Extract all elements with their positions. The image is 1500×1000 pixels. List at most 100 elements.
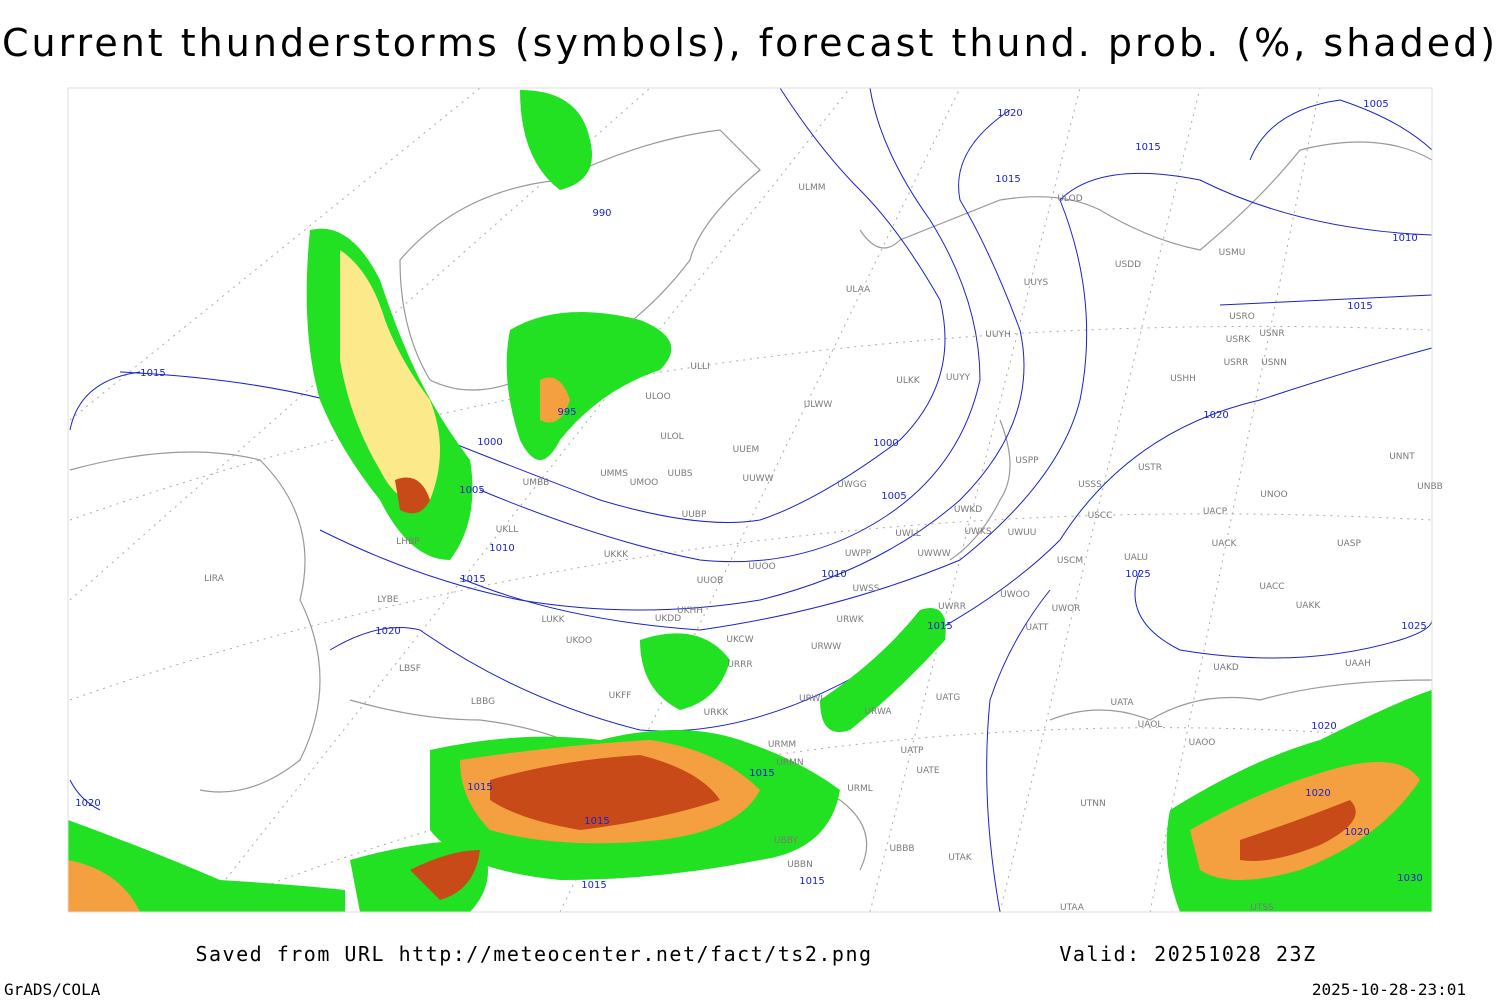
station-label: UAOL <box>1138 720 1163 730</box>
station-label: UTAK <box>948 853 973 863</box>
station-label: ULAA <box>846 285 871 295</box>
station-label: UWGG <box>837 480 866 490</box>
isobar-label: 990 <box>592 208 611 219</box>
isobar-label: 1020 <box>1305 788 1330 799</box>
software: GrADS/COLA <box>4 980 101 999</box>
station-label: LHBP <box>396 537 420 547</box>
station-label: USHH <box>1170 374 1196 384</box>
station-label: UNNT <box>1389 452 1415 462</box>
isobar-label: 1015 <box>1135 142 1160 153</box>
station-label: USRR <box>1224 358 1249 368</box>
isobar-label: 1020 <box>1203 410 1228 421</box>
station-label: UMMS <box>600 469 628 479</box>
isobar-label: 1025 <box>1401 621 1426 632</box>
isobar-label: 1020 <box>375 626 400 637</box>
station-label: UUYS <box>1024 278 1049 288</box>
station-label: UASP <box>1337 539 1361 549</box>
station-label: UNOO <box>1260 490 1288 500</box>
isobar-label: 1015 <box>1347 301 1372 312</box>
isobar-label: 1015 <box>584 816 609 827</box>
station-label: URKK <box>704 708 730 718</box>
station-label: URRR <box>727 660 752 670</box>
station-label: URML <box>847 784 873 794</box>
station-label: UATA <box>1110 698 1134 708</box>
station-label: UKFF <box>609 691 632 701</box>
isobar-labels: 1020 1005 1015 1015 990 1010 1015 995 1015 1000 10… <box>75 99 1426 891</box>
station-label: UALU <box>1124 553 1148 563</box>
station-label: UACK <box>1212 539 1238 549</box>
station-label: UACC <box>1259 582 1284 592</box>
isobar-label: 1015 <box>927 621 952 632</box>
station-label: USPP <box>1015 456 1039 466</box>
station-label: ULOD <box>1057 194 1082 204</box>
station-label: ULOO <box>645 392 670 402</box>
station-label: UWOO <box>1000 590 1030 600</box>
station-label: UUEM <box>733 445 760 455</box>
title: Current thunderstorms (symbols), forecas… <box>2 21 1498 65</box>
station-label: ULOL <box>660 432 683 442</box>
valid-time: Valid: 20251028 23Z <box>1059 942 1316 966</box>
station-label: UUYH <box>985 330 1010 340</box>
station-label: USTR <box>1138 463 1162 473</box>
station-label: UBBN <box>787 860 813 870</box>
station-label: UAOO <box>1189 738 1216 748</box>
station-label: UMOO <box>630 478 659 488</box>
station-label: UATE <box>916 766 940 776</box>
station-label: ULKK <box>896 376 921 386</box>
station-label: USRO <box>1229 312 1255 322</box>
isobar-label: 1015 <box>467 782 492 793</box>
isobar-label: 1015 <box>140 368 165 379</box>
station-label: UUOO <box>748 562 775 572</box>
isobar-label: 1020 <box>75 798 100 809</box>
station-label: LIRA <box>204 574 225 584</box>
station-label: UWUU <box>1008 528 1037 538</box>
isobar-label: 1015 <box>799 876 824 887</box>
station-label: ULLI <box>690 362 709 372</box>
station-label: USCC <box>1088 511 1113 521</box>
isobar-label: 995 <box>557 407 576 418</box>
isobar-label: 1010 <box>821 569 846 580</box>
station-label: UTAA <box>1060 903 1085 913</box>
station-label: LYBE <box>377 595 398 605</box>
isobar-label: 1015 <box>581 880 606 891</box>
source-url: Saved from URL http://meteocenter.net/fa… <box>195 942 872 966</box>
isobar-label: 1020 <box>997 108 1022 119</box>
isobar-label: 1005 <box>459 485 484 496</box>
station-label: URWA <box>864 707 892 717</box>
station-label: UAAH <box>1345 659 1371 669</box>
station-label: UKOO <box>566 636 592 646</box>
station-labels: ULMM ULOD USMU USDD UUYS ULAA USRO USRK USNR UUYH… <box>204 183 1443 913</box>
station-label: URWK <box>836 615 864 625</box>
isobar-label: 1015 <box>460 574 485 585</box>
station-label: ULMM <box>798 183 825 193</box>
station-label: USCM <box>1057 556 1083 566</box>
isobar-label: 1010 <box>489 543 514 554</box>
station-label: UAKK <box>1296 601 1322 611</box>
isobar-label: 1015 <box>749 768 774 779</box>
station-label: UATP <box>901 746 925 756</box>
station-label: USDD <box>1115 260 1141 270</box>
station-label: UWLL <box>895 529 921 539</box>
station-label: UKLL <box>496 525 519 535</box>
timestamp: 2025-10-28-23:01 <box>1312 980 1466 999</box>
station-label: UNBB <box>1417 482 1443 492</box>
station-label: UATG <box>936 693 961 703</box>
station-label: UWKS <box>964 527 991 537</box>
isobar-label: 1005 <box>881 491 906 502</box>
isobar-label: 1025 <box>1125 569 1150 580</box>
station-label: UWRR <box>938 602 966 612</box>
map-frame <box>67 87 1433 913</box>
station-label: UBBB <box>889 844 914 854</box>
station-label: USMU <box>1219 248 1246 258</box>
isobar-label: 1000 <box>873 438 898 449</box>
station-label: URMN <box>776 758 803 768</box>
station-label: LUKK <box>542 615 566 625</box>
isobar-label: 1020 <box>1311 721 1336 732</box>
station-label: UKKK <box>604 550 629 560</box>
station-label: UWKD <box>954 505 982 515</box>
station-label: LBBG <box>471 697 495 707</box>
station-label: UUOB <box>697 576 723 586</box>
isobar-label: 1010 <box>1392 233 1417 244</box>
station-label: UWOR <box>1052 604 1081 614</box>
station-label: UWPP <box>845 549 872 559</box>
